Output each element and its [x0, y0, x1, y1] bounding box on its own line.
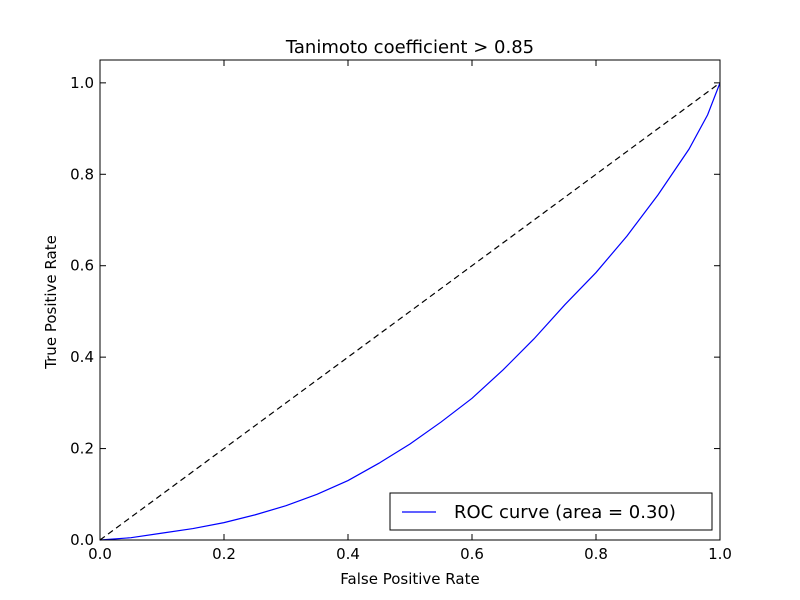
y-tick-label: 0.2 — [70, 440, 94, 458]
diagonal-reference-line — [99, 82, 721, 541]
x-tick-label: 1.0 — [708, 545, 732, 563]
x-axis-label: False Positive Rate — [340, 570, 479, 588]
legend-entry-label: ROC curve (area = 0.30) — [454, 502, 676, 523]
roc-curve-line — [99, 82, 721, 541]
legend: ROC curve (area = 0.30) — [389, 492, 713, 531]
y-tick-label: 1.0 — [70, 74, 94, 92]
x-tick-label: 0.0 — [88, 545, 112, 563]
x-tick-label: 0.2 — [212, 545, 236, 563]
y-tick-label: 0.6 — [70, 257, 94, 275]
chart-title: Tanimoto coefficient > 0.85 — [285, 37, 534, 58]
y-tick-label: 0.0 — [70, 531, 94, 549]
plot-frame — [99, 59, 721, 541]
y-axis-label: True Positive Rate — [42, 235, 60, 370]
x-tick-label: 0.4 — [336, 545, 360, 563]
y-tick-label: 0.4 — [70, 348, 94, 366]
y-tick-label: 0.8 — [70, 165, 94, 183]
legend-box — [389, 492, 713, 531]
x-tick-label: 0.6 — [460, 545, 484, 563]
plot-area: 0.0 0.2 0.4 0.6 0.8 1.0 0.0 0.2 0.4 0.6 0.8 1.0 ROC … — [70, 59, 732, 563]
x-tick-label: 0.8 — [584, 545, 608, 563]
